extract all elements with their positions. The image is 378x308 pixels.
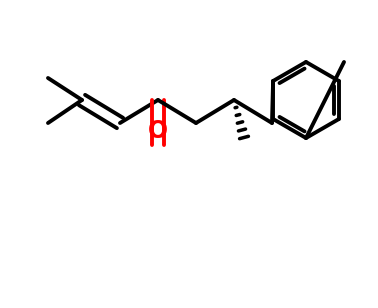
Text: O: O [148, 119, 168, 143]
